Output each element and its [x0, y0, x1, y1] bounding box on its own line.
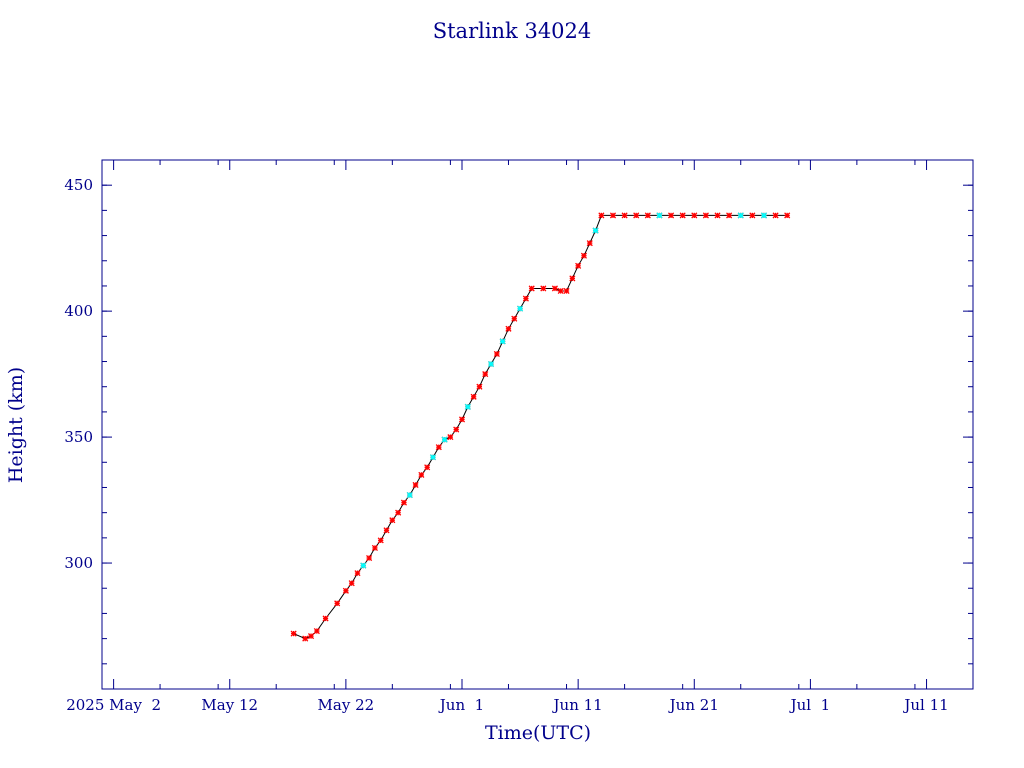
data-point — [679, 212, 686, 219]
x-axis-label: Time(UTC) — [485, 722, 591, 744]
x-tick-label: 2025 May 2 — [66, 696, 161, 714]
y-axis-label: Height (km) — [5, 367, 27, 483]
data-point — [412, 481, 419, 489]
data-point — [702, 212, 709, 219]
data-point — [586, 240, 593, 247]
data-point — [395, 509, 402, 516]
data-point — [290, 630, 297, 637]
data-point — [563, 287, 570, 295]
data-point — [528, 285, 535, 292]
y-tick-label: 350 — [64, 428, 93, 446]
series-line — [293, 214, 788, 640]
y-tick-label: 300 — [64, 554, 93, 572]
data-point — [575, 262, 582, 269]
data-point — [482, 371, 489, 378]
data-point-highlight — [360, 562, 367, 569]
axis-ticks — [101, 159, 974, 689]
tick-labels: 2025 May 2 May 12 May 22 Jun 1 Jun 11 Jun 21 J… — [64, 176, 948, 714]
data-point-highlight — [737, 212, 744, 219]
data-point — [383, 527, 390, 534]
data-point — [458, 416, 466, 423]
data-point — [307, 633, 315, 640]
data-point — [726, 212, 733, 219]
data-point-highlight — [517, 305, 524, 312]
data-point — [784, 212, 791, 219]
data-point — [557, 287, 564, 295]
data-point-highlight — [429, 454, 437, 461]
x-tick-label: Jul 1 — [789, 696, 831, 714]
data-point — [667, 212, 675, 219]
data-point — [424, 464, 431, 471]
series-height — [290, 212, 791, 642]
data-point — [366, 554, 373, 562]
data-point — [749, 212, 756, 219]
data-point — [418, 471, 425, 478]
data-point-highlight — [441, 436, 448, 443]
data-point — [453, 426, 460, 433]
data-point — [389, 517, 396, 524]
data-point — [505, 325, 512, 332]
data-point — [569, 275, 576, 282]
data-point — [470, 393, 477, 400]
data-point — [493, 350, 500, 358]
data-point — [313, 628, 320, 635]
x-tick-label: May 12 — [201, 696, 258, 714]
data-point — [714, 212, 721, 219]
data-point-highlight — [464, 403, 471, 410]
data-point — [633, 212, 640, 219]
data-point — [609, 212, 617, 219]
data-point-highlight — [499, 338, 506, 345]
data-point — [435, 444, 442, 451]
data-point — [354, 570, 361, 577]
data-point-highlight — [406, 491, 413, 499]
data-point — [511, 315, 518, 322]
data-point — [377, 537, 384, 544]
data-point — [644, 212, 651, 219]
data-point — [342, 587, 349, 594]
data-point — [522, 295, 529, 302]
data-point — [322, 615, 329, 622]
data-point-highlight — [760, 212, 768, 219]
data-point-highlight — [656, 212, 663, 219]
y-tick-label: 450 — [64, 176, 93, 194]
data-point — [621, 212, 628, 219]
x-tick-label: Jul 11 — [902, 696, 948, 714]
data-point — [598, 212, 605, 219]
x-tick-label: Jun 11 — [552, 696, 603, 714]
data-point — [371, 544, 378, 551]
plot-frame — [101, 159, 974, 690]
data-point — [447, 434, 454, 441]
data-point — [302, 635, 309, 642]
y-tick-label: 400 — [64, 302, 93, 320]
x-tick-label: Jun 1 — [438, 696, 484, 714]
x-tick-label: May 22 — [318, 696, 375, 714]
x-tick-label: Jun 21 — [668, 696, 719, 714]
data-point-highlight — [592, 227, 599, 234]
data-point — [400, 499, 408, 506]
data-point — [348, 580, 355, 587]
data-point — [691, 212, 698, 219]
data-point — [580, 252, 588, 259]
data-point — [476, 383, 483, 390]
data-point — [334, 600, 341, 607]
data-point-highlight — [487, 360, 495, 368]
chart-title: Starlink 34024 — [433, 19, 592, 43]
data-point — [551, 285, 558, 292]
data-point — [540, 285, 547, 292]
data-point — [772, 212, 779, 219]
